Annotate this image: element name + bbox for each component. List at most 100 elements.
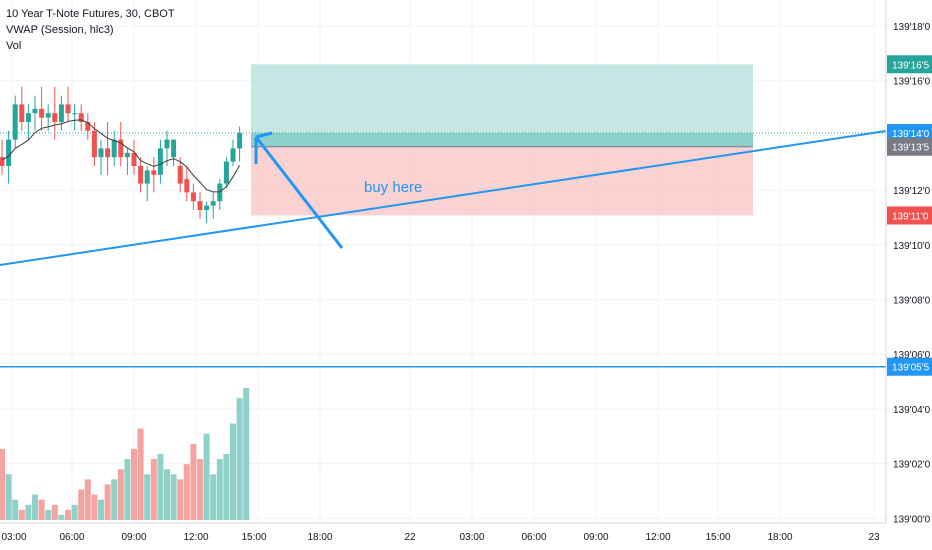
candle <box>230 139 236 166</box>
candle <box>105 122 111 175</box>
volume-bar <box>78 489 85 520</box>
volume-bar <box>183 464 190 520</box>
candle <box>223 157 229 188</box>
price-tag-bg <box>887 357 932 376</box>
time-tick-label: 22 <box>404 532 416 543</box>
candle-body <box>52 113 58 122</box>
price-tick-label: 139'04'0 <box>893 405 931 416</box>
candle-body <box>124 152 130 158</box>
candle <box>151 157 157 193</box>
volume-bar <box>150 459 157 520</box>
candle <box>111 130 117 166</box>
volume-bar <box>117 469 124 520</box>
candle <box>78 104 84 131</box>
price-tag: 139'16'5 <box>887 55 932 74</box>
candle-body <box>131 152 137 166</box>
candle <box>184 166 190 202</box>
candle <box>91 122 97 166</box>
candle-body <box>190 192 196 202</box>
volume-bar <box>65 509 71 520</box>
candle <box>12 95 18 149</box>
volume-bar <box>243 388 250 520</box>
vwap-line <box>1 119 241 193</box>
volume-bar <box>12 499 19 520</box>
position-zones <box>251 64 753 216</box>
candle-body <box>157 148 163 175</box>
price-tick-label: 139'12'0 <box>893 186 931 197</box>
candle-body <box>91 130 97 158</box>
volume-bar <box>104 484 111 520</box>
price-tick-label: 139'08'0 <box>893 296 931 307</box>
price-tag: 139'14'0 <box>887 124 932 142</box>
candle-body <box>197 201 203 210</box>
candle-body <box>58 104 64 122</box>
candle-body <box>230 148 236 162</box>
candle-body <box>164 139 170 149</box>
volume-bar <box>124 459 131 520</box>
volume-bar <box>216 459 223 520</box>
candle <box>32 95 38 131</box>
candle-body <box>78 113 84 122</box>
candle-body <box>210 201 216 206</box>
price-tick-label: 139'00'0 <box>893 514 931 525</box>
candle <box>131 139 137 175</box>
candle <box>72 104 78 131</box>
price-tick-label: 139'10'0 <box>893 241 931 252</box>
legend-vol[interactable]: Vol <box>6 40 22 52</box>
volume-bar <box>164 469 170 520</box>
price-tag-label: 139'16'5 <box>892 60 930 71</box>
time-axis[interactable]: 03:00 06:00 09:00 12:00 15:00 18:00 22 03:00 06:… <box>0 522 886 543</box>
stop-zone <box>251 146 753 216</box>
chart-drawings[interactable] <box>0 130 887 368</box>
candle-body <box>85 122 91 131</box>
candle <box>85 113 91 140</box>
volume-bar <box>203 433 210 520</box>
price-tag-bg <box>887 124 932 142</box>
candle-body <box>144 170 150 184</box>
legend-symbol[interactable]: 10 Year T-Note Futures, 30, CBOT <box>6 8 175 20</box>
volume-bar <box>45 509 52 520</box>
candle <box>6 130 12 184</box>
legend-vwap[interactable]: VWAP (Session, hlc3) <box>6 24 114 36</box>
volume-bar <box>170 474 177 520</box>
volume-bar <box>190 443 197 520</box>
candle <box>65 86 71 122</box>
price-tag-label: 139'13'5 <box>892 143 930 154</box>
volume-bars <box>0 388 250 520</box>
price-axis[interactable]: 139'18'0 139'16'0 139'14'0 139'12'0 139'10'0… <box>885 0 932 525</box>
candle-body <box>217 183 223 202</box>
entry-band <box>251 133 753 147</box>
volume-bar <box>51 504 58 520</box>
price-tag-bg <box>887 55 932 74</box>
time-tick-label: 03:00 <box>1 532 26 543</box>
candle-body <box>6 139 12 166</box>
price-tick-label: 139'02'0 <box>893 460 931 471</box>
candle <box>171 139 177 166</box>
volume-bar <box>157 454 164 520</box>
time-tick-label: 06:00 <box>59 532 84 543</box>
candle-body <box>118 139 124 158</box>
volume-bar <box>223 454 230 520</box>
candle-body <box>12 104 18 140</box>
candle-body <box>32 108 38 114</box>
candle <box>204 201 210 224</box>
buy-here-annotation[interactable]: buy here <box>364 179 422 196</box>
candle-body <box>65 104 71 114</box>
volume-bar <box>144 474 151 520</box>
candle <box>0 139 5 175</box>
volume-bar <box>197 459 203 520</box>
time-tick-label: 23 <box>868 532 880 543</box>
chart-legend: 10 Year T-Note Futures, 30, CBOT VWAP (S… <box>6 6 175 54</box>
volume-bar <box>111 479 118 520</box>
candle-body <box>138 166 144 184</box>
price-tag-label: 139'14'0 <box>892 129 930 140</box>
price-tag: 139'11'0 <box>887 206 932 225</box>
volume-bar <box>32 494 38 520</box>
time-tick-label: 18:00 <box>307 532 332 543</box>
time-tick-label: 09:00 <box>121 532 146 543</box>
candle <box>164 130 170 166</box>
candle-body <box>25 113 31 122</box>
candlesticks <box>0 86 243 224</box>
volume-bar <box>38 499 45 520</box>
